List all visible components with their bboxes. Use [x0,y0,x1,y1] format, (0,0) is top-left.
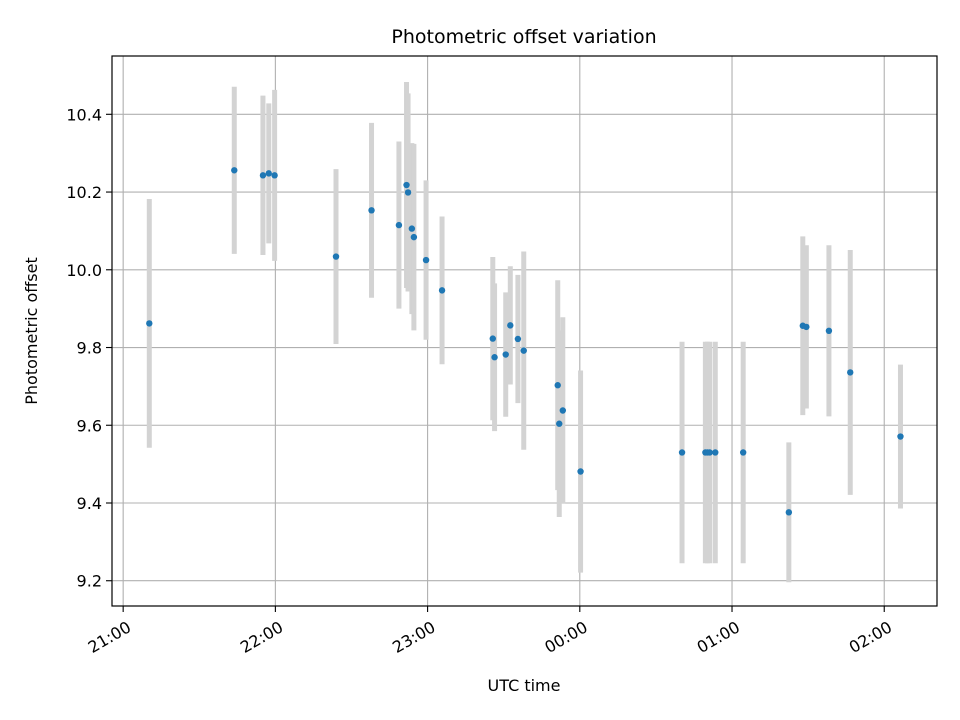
y-tick-label: 10.0 [66,261,102,280]
y-tick-label: 9.4 [77,494,102,513]
y-tick-label: 10.4 [66,105,102,124]
data-point [271,172,278,179]
data-point [706,449,713,456]
data-point [408,225,416,232]
y-tick-label: 9.2 [77,572,102,591]
data-point [559,407,567,414]
data-point [785,509,793,516]
data-point [520,347,527,354]
data-point [438,287,446,294]
data-point [332,253,340,260]
data-point [514,335,522,343]
data-point [410,233,418,241]
data-point [489,335,496,342]
data-points [146,167,904,516]
y-axis-ticks: 9.2 9.4 9.6 9.8 10.0 10.2 10.4 [66,105,112,591]
y-tick-label: 10.2 [66,183,102,202]
data-point [146,320,153,327]
data-point [265,170,272,177]
data-point [577,468,584,475]
chart-title: Photometric offset variation [391,26,656,48]
data-point [739,449,747,456]
data-point [395,221,403,229]
data-point [803,323,810,331]
data-point [404,189,412,196]
data-point [897,433,904,440]
x-axis-label: UTC time [488,676,561,695]
data-point [422,256,430,264]
data-point [554,382,561,389]
y-axis-label: Photometric offset [22,257,41,405]
plot-area-frame [111,55,938,607]
data-point [712,449,719,456]
data-point [231,167,238,174]
y-tick-label: 9.8 [77,339,102,358]
data-point [403,181,410,189]
y-tick-label: 9.6 [77,416,102,435]
data-point [556,420,563,427]
data-point [678,449,686,456]
data-point [502,351,509,358]
data-point [847,369,854,376]
data-point [491,354,498,361]
data-point [825,327,833,335]
data-point [259,172,267,179]
data-point [368,207,375,214]
data-point [507,322,514,329]
